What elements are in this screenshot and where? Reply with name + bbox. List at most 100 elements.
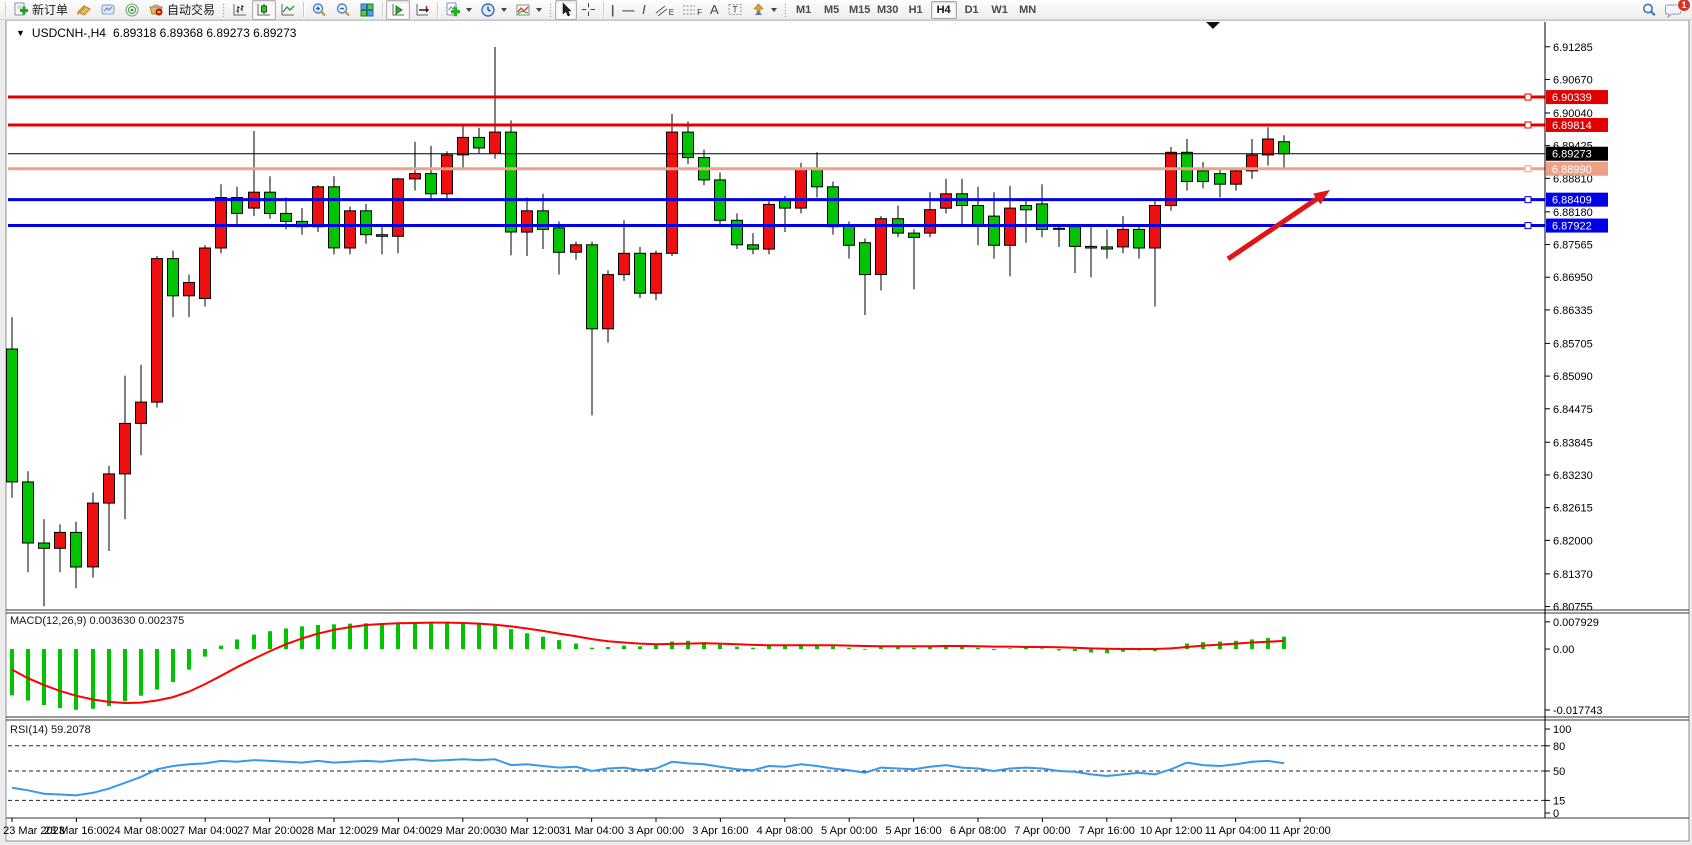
bar-chart-mode-button[interactable] [228,0,252,20]
candle [747,233,759,255]
notification-count-badge: 1 [1677,0,1691,12]
price-tick-label: 6.85090 [1553,371,1593,383]
chart-window-frame [5,19,1690,842]
search-button[interactable] [1637,0,1661,20]
tile-windows-button[interactable] [355,0,379,20]
zoom-in-button[interactable] [307,0,331,20]
line-handle-6.88409[interactable] [1524,196,1532,204]
signals-button[interactable] [120,0,144,20]
line-handle-6.88990[interactable] [1524,165,1532,173]
timeframe-button-h1[interactable]: H1 [908,3,923,16]
new-order-label: 新订单 [32,3,69,17]
autotrading-button[interactable]: 自动交易 [144,0,219,20]
price-tick-label: 6.82615 [1553,503,1593,515]
candle [618,220,630,281]
zoom-out-button[interactable] [331,0,355,20]
candle [1117,216,1129,254]
line-chart-mode-button[interactable] [276,0,300,20]
templates-icon [516,4,530,15]
autotrading-icon [149,4,163,15]
price-badge [1546,192,1608,207]
crosshair-tool-button[interactable] [577,0,600,20]
cursor-tool-button[interactable] [555,0,578,20]
trend-arrow-head[interactable] [1313,190,1330,205]
clock-icon [481,2,495,17]
price-badge [1546,218,1608,233]
candle [167,250,179,318]
text-tool-button[interactable]: A [706,0,723,20]
candle [1101,229,1113,259]
time-tick-label: 6 Apr 08:00 [950,825,1006,837]
new-order-button[interactable]: 新订单 [9,0,72,20]
candle [199,245,211,307]
rsi-tick-label: 15 [1553,795,1565,807]
timeframe-button-m15[interactable]: M15 [848,3,871,16]
fibonacci-tool-button[interactable]: F [678,0,706,20]
horizontal-line-tool-button[interactable]: — [618,0,638,20]
toolbar-separator [437,2,439,17]
timeframe-button-m5[interactable]: M5 [824,3,840,16]
price-badge [1546,161,1608,176]
crosshair-icon [582,3,596,16]
price-badge-label: 6.89273 [1552,149,1592,161]
candle [264,176,276,219]
indicators-button[interactable] [441,0,476,20]
chart-shift-marker-icon[interactable] [1206,22,1220,29]
toolbar-separator [603,2,605,17]
price-badge-label: 6.89814 [1552,120,1592,132]
periods-button[interactable] [476,0,511,20]
fibonacci-f-label: F [697,8,702,17]
price-badge [1546,146,1608,161]
price-badge-label: 6.88990 [1552,164,1592,176]
price-tick-label: 6.90040 [1553,108,1593,120]
rsi-label: RSI(14) 59.2078 [10,724,91,736]
candle [215,184,227,254]
price-tick-label: 6.86950 [1553,272,1593,284]
auto-scroll-button[interactable] [386,0,411,20]
line-handle-6.89814[interactable] [1524,121,1532,129]
line-handle-6.90339[interactable] [1524,93,1532,101]
time-tick-label: 10 Apr 12:00 [1140,825,1202,837]
timeframe-button-m1[interactable]: M1 [796,3,812,16]
timeframe-button-w1[interactable]: W1 [991,3,1008,16]
chart-menu-triangle-icon[interactable]: ▼ [16,28,25,38]
trendline-tool-button[interactable]: / [638,0,649,20]
price-tick-label: 6.83230 [1553,470,1593,482]
toolbar-grip [549,2,553,17]
channel-tool-button[interactable]: E [650,0,678,20]
timeframe-button-d1[interactable]: D1 [964,3,979,16]
candle [505,120,517,256]
candle [537,193,549,249]
trend-arrow-line[interactable] [1226,196,1319,262]
time-tick-label: 3 Apr 16:00 [692,825,748,837]
market-watch-button[interactable] [72,0,96,20]
time-tick-label: 5 Apr 00:00 [821,825,877,837]
vertical-line-tool-button[interactable]: | [607,0,618,20]
candle [1053,224,1065,247]
data-window-button[interactable] [96,0,120,20]
chart-symbol-period: USDCNH-,H4 [31,26,106,40]
text-label-icon: T [728,4,742,15]
time-tick-label: 5 Apr 16:00 [885,825,941,837]
notifications-button[interactable]: 1 [1661,0,1691,20]
candle-chart-mode-button[interactable] [252,0,277,20]
macd-tick-label: 0.00 [1553,644,1574,656]
chart-shift-button[interactable] [410,0,434,20]
candle [908,229,920,290]
cursor-icon [562,2,572,17]
rsi-line [11,758,1285,797]
timeframe-button-mn[interactable]: MN [1019,3,1037,16]
timeframe-button-m30[interactable]: M30 [876,3,899,16]
templates-button[interactable] [511,0,546,20]
candlestick-chart-icon [257,3,271,15]
macd-label: MACD(12,26,9) 0.003630 0.002375 [10,615,184,627]
text-label-tool-button[interactable]: T [723,0,747,20]
line-handle-6.87922[interactable] [1524,222,1532,230]
candle [376,226,388,255]
arrows-tool-button[interactable] [747,0,781,20]
candle [666,114,678,256]
rsi-tick-label: 100 [1553,724,1571,736]
candle [1214,168,1226,198]
timeframe-button-h4[interactable]: H4 [930,0,957,19]
